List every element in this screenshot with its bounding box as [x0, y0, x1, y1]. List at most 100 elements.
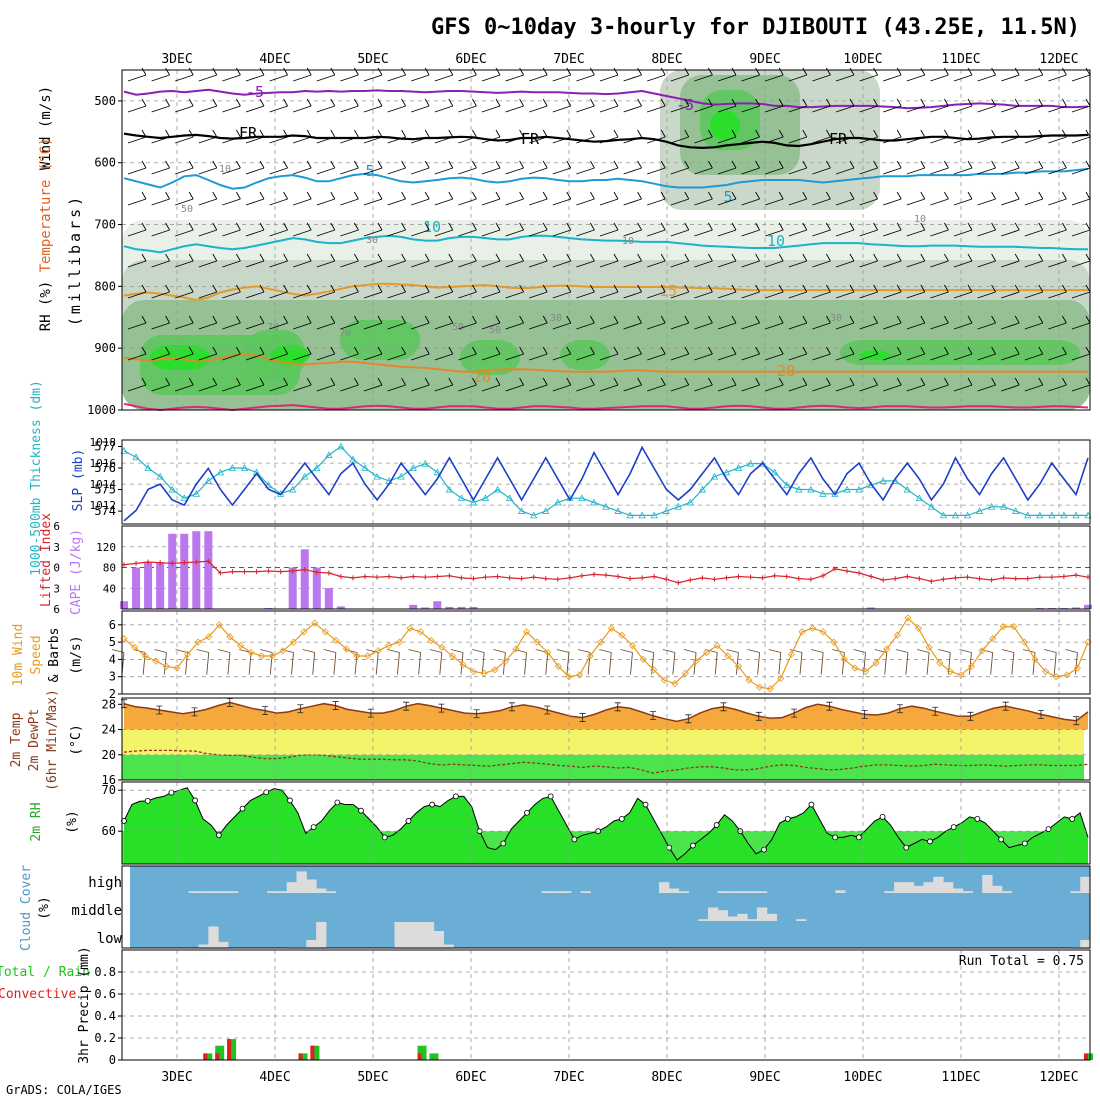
contour-label: 20	[473, 368, 491, 386]
wind-barb	[859, 98, 878, 113]
cloud-middle-bar	[707, 907, 719, 921]
wind-barb	[269, 129, 288, 144]
lifted-index-point	[302, 567, 308, 573]
wind-barb	[552, 315, 572, 330]
wind-barb	[930, 67, 949, 82]
wind-barb	[765, 98, 784, 113]
wind-barb	[552, 377, 572, 392]
wind-barb	[1001, 222, 1020, 237]
wind-barb	[505, 222, 524, 237]
wind-barb	[1024, 160, 1044, 175]
lifted-index-point	[362, 573, 368, 579]
wind-barb	[1048, 377, 1067, 392]
thickness-point	[313, 464, 321, 471]
rh-point	[571, 836, 578, 843]
wind-barb	[953, 346, 973, 361]
wind10-barb	[387, 649, 400, 675]
wind10-point	[840, 655, 848, 663]
wind-barb	[1048, 253, 1067, 268]
wind-barb	[387, 98, 406, 113]
wind-barb	[623, 67, 642, 82]
cape-bar	[288, 567, 297, 609]
wind-barb	[198, 315, 218, 330]
ylabel-cape: CAPE (J/kg)	[69, 529, 84, 615]
lifted-index-point	[410, 573, 416, 579]
thickness-point	[240, 464, 249, 471]
wind-barb	[316, 67, 336, 82]
wind-barb	[647, 98, 666, 113]
wind-barb	[812, 67, 831, 82]
cape-bar	[445, 606, 454, 609]
thickness-point	[855, 485, 863, 493]
cape-bar	[120, 601, 128, 609]
wind-barb	[717, 315, 737, 330]
temp-minmax-bar	[1037, 710, 1044, 719]
wind-barb	[293, 284, 312, 299]
wind-barb	[741, 67, 760, 82]
wind-barb	[599, 284, 619, 299]
wind10-panel: 2 3 4 5 6	[109, 610, 1092, 701]
rh-point	[524, 809, 530, 816]
cape-tick-label: 120	[96, 541, 116, 554]
lifted-index-point	[181, 560, 187, 566]
wind-barb	[316, 160, 336, 175]
ylabel-cloud-unit: (%)	[37, 896, 52, 919]
lifted-index-point	[675, 580, 681, 586]
rh-point	[334, 799, 341, 806]
wind-barb	[529, 284, 548, 299]
wind-barb	[788, 284, 808, 299]
cloud-low-bar	[433, 931, 444, 949]
precip-tick-label: 0.4	[94, 1009, 116, 1023]
wind-barb	[363, 160, 383, 175]
wind-barb	[647, 315, 666, 330]
thickness-point	[517, 507, 526, 514]
wind-barb	[599, 98, 619, 113]
dewpt-line	[123, 749, 1089, 774]
wind-tick-label: 5	[109, 635, 116, 649]
wind10-point	[205, 633, 213, 641]
date-label-top: 3DEC	[161, 52, 192, 67]
wind-barb	[222, 346, 241, 361]
wind-barb	[694, 377, 713, 392]
precip-total-bar	[298, 1053, 308, 1060]
thickness-point	[397, 472, 405, 480]
cloud-high-bar	[894, 882, 905, 893]
wind10-point	[1020, 638, 1029, 646]
date-label-top: 5DEC	[357, 52, 388, 67]
precip-conv-bar	[298, 1053, 303, 1060]
wind-bg	[122, 611, 1090, 694]
wind-barb	[434, 346, 454, 361]
wind-barb	[906, 377, 926, 392]
contour-label: FR	[239, 124, 258, 142]
wind-barb	[316, 253, 336, 268]
upper-frame	[121, 69, 1091, 411]
wind10-point	[766, 685, 774, 693]
wind-barb	[977, 377, 996, 392]
wind-barb	[1001, 67, 1020, 82]
cloud-high-bar	[992, 885, 1003, 893]
wind10-point	[724, 652, 732, 660]
precip-tick-label: 0.2	[94, 1031, 116, 1045]
wind-barb	[576, 129, 595, 144]
wind10-point	[671, 680, 679, 688]
lifted-index-point	[639, 575, 645, 581]
temp-band-green	[122, 754, 1084, 780]
cloud-high-bar	[737, 891, 748, 893]
wind-barb	[151, 191, 170, 206]
cape-bar	[180, 533, 189, 609]
wind-barb	[458, 129, 477, 144]
wind-barb	[1071, 67, 1091, 82]
cloud-label-middle: middle	[71, 903, 122, 919]
wind-barb	[1048, 222, 1067, 237]
wind-barb	[458, 253, 477, 268]
contour-label: 30	[366, 235, 378, 246]
wind-barb	[1048, 160, 1067, 175]
wind-barb	[151, 222, 170, 237]
wind-barb	[717, 160, 737, 175]
temp-minmax-bar	[614, 702, 621, 712]
wind-barb	[529, 253, 548, 268]
thickness-point	[373, 472, 381, 480]
wind-barb	[717, 98, 737, 113]
wind-barb	[481, 346, 501, 361]
cape-bar	[1084, 604, 1092, 609]
